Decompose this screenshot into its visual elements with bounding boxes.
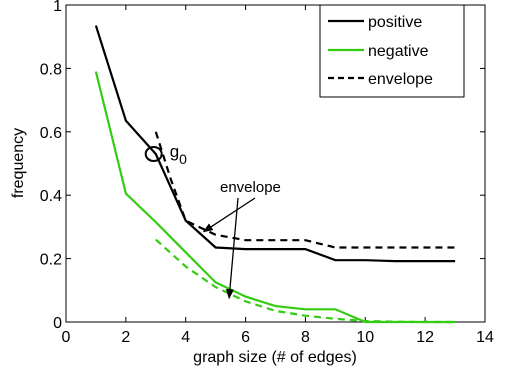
- envelope-arrow-lower: [225, 197, 239, 300]
- x-tick-label: 8: [301, 329, 310, 346]
- y-tick-label: 0.4: [40, 188, 62, 205]
- x-tick-label: 2: [121, 329, 130, 346]
- legend-positive-label: positive: [368, 14, 422, 31]
- legend-envelope-label: envelope: [368, 71, 433, 88]
- series-line-envelope: [154, 131, 456, 249]
- x-tick-label: 12: [416, 329, 434, 346]
- x-tick-label: 0: [62, 329, 71, 346]
- g0-label: g0: [170, 142, 187, 167]
- x-axis-label: graph size (# of edges): [193, 349, 357, 366]
- y-axis-ticks: 0 0.2 0.4 0.6 0.8 1: [40, 0, 485, 332]
- x-tick-label: 4: [181, 329, 190, 346]
- legend: positive negative envelope: [319, 4, 465, 98]
- series-line-negative: [94, 71, 456, 324]
- series-line-series-3: [155, 238, 456, 324]
- legend-negative-label: negative: [368, 43, 429, 60]
- x-tick-label: 6: [241, 329, 250, 346]
- y-axis-label: frequency: [10, 128, 27, 198]
- g0-marker: [144, 145, 163, 162]
- series-layer: [94, 25, 456, 324]
- series-line-positive: [94, 25, 456, 263]
- x-tick-label: 14: [476, 329, 494, 346]
- y-tick-label: 0.8: [40, 61, 62, 78]
- y-tick-label: 1: [53, 0, 62, 15]
- x-axis-ticks: 0 2 4 6 8 10 12 14: [62, 5, 494, 346]
- envelope-arrow-upper: [202, 197, 256, 233]
- envelope-annotation-label: envelope: [220, 179, 281, 196]
- y-tick-label: 0.6: [40, 125, 62, 142]
- x-tick-label: 10: [356, 329, 374, 346]
- y-tick-label: 0: [53, 315, 62, 332]
- g0-label-main: g: [170, 142, 179, 161]
- g0-label-subscript: 0: [179, 151, 187, 167]
- y-tick-label: 0.2: [40, 252, 62, 269]
